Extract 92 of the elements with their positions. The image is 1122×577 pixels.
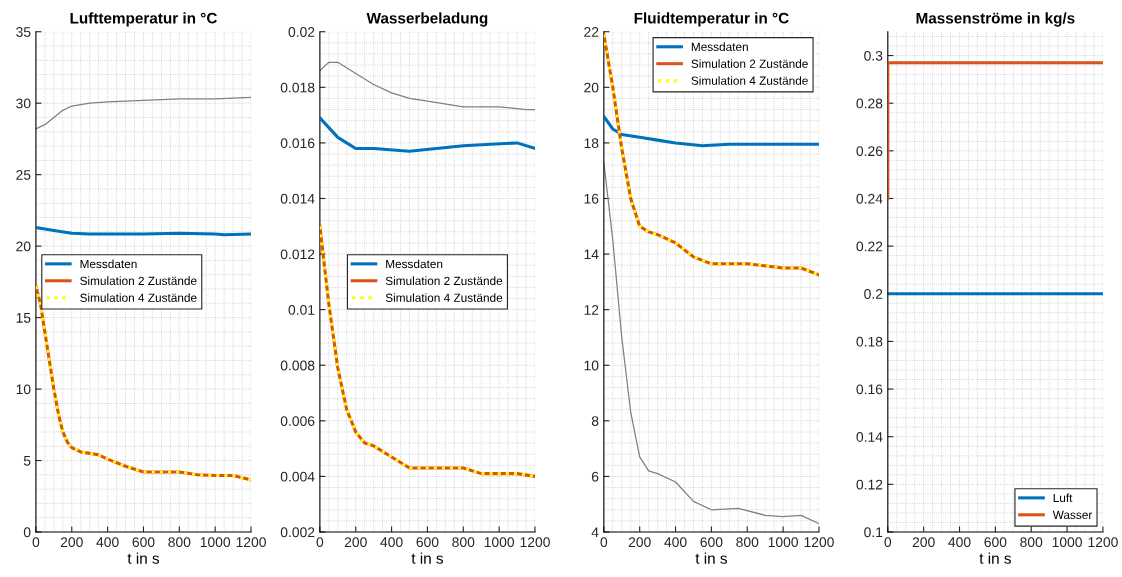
y-tick-label: 0.008	[280, 360, 315, 371]
y-tick-label: 0.16	[856, 384, 883, 395]
legend-label: Simulation 2 Zustände	[385, 276, 503, 286]
legend-label: Simulation 4 Zustände	[80, 293, 197, 302]
line-series	[35, 96, 252, 130]
y-tick-label: 0.016	[280, 138, 315, 149]
x-tick-label: 1200	[520, 537, 550, 548]
x-tick-label: 600	[132, 537, 155, 548]
legend-label: Simulation 2 Zustände	[80, 276, 197, 286]
y-tick-label: 22	[584, 27, 599, 37]
y-tick-label: 20	[584, 82, 599, 93]
y-tick-label: 25	[16, 170, 31, 180]
y-tick-label: 10	[584, 360, 599, 371]
y-tick-label: 0.24	[856, 193, 883, 204]
x-tick-label: 1200	[1088, 537, 1118, 548]
y-tick-label: 0.01	[288, 304, 315, 315]
y-tick-label: 0	[23, 527, 31, 538]
chart-title: Massenströme in kg/s	[916, 12, 1075, 27]
x-tick-label: 200	[344, 537, 367, 548]
line-series	[35, 226, 252, 237]
legend-label: Simulation 4 Zustände	[385, 293, 503, 302]
chart-title: Lufttemperatur in °C	[70, 12, 217, 27]
x-axis-title: t in s	[411, 552, 444, 564]
x-tick-label: 800	[736, 537, 759, 548]
y-tick-label: 0.012	[280, 249, 315, 260]
y-tick-label: 14	[584, 249, 599, 260]
y-tick-label: 15	[16, 313, 31, 323]
x-tick-label: 1200	[804, 537, 834, 548]
x-tick-label: 0	[884, 537, 892, 548]
x-tick-label: 200	[60, 537, 83, 548]
y-tick-label: 4	[591, 527, 599, 538]
x-tick-label: 0	[32, 537, 40, 548]
y-tick-label: 0.26	[856, 146, 883, 157]
x-axis-title: t in s	[127, 552, 160, 564]
x-tick-label: 800	[1020, 537, 1043, 548]
x-axis-title: t in s	[979, 552, 1011, 564]
x-tick-label: 600	[700, 537, 723, 548]
line-series	[319, 61, 535, 111]
legend-label: Luft	[1053, 493, 1073, 503]
y-tick-label: 0.018	[280, 82, 315, 93]
legend-label: Messdaten	[80, 259, 137, 269]
line-series	[319, 116, 535, 153]
x-tick-label: 0	[316, 537, 324, 548]
legend-label: Simulation 2 Zustände	[691, 59, 808, 68]
y-tick-label: 0.3	[864, 50, 883, 61]
y-tick-label: 0.002	[280, 527, 315, 538]
x-tick-label: 800	[452, 537, 475, 548]
x-tick-label: 400	[948, 537, 971, 548]
x-tick-label: 200	[912, 537, 935, 548]
y-tick-label: 0.12	[856, 479, 883, 490]
y-tick-label: 18	[584, 138, 599, 149]
x-tick-label: 400	[96, 537, 119, 548]
y-tick-label: 0.1	[864, 527, 883, 538]
legend-label: Simulation 4 Zustände	[691, 76, 808, 85]
legend-label: Messdaten	[691, 42, 748, 52]
x-tick-label: 1000	[200, 537, 231, 548]
y-tick-label: 8	[591, 416, 599, 426]
x-axis-title: t in s	[695, 552, 727, 564]
y-tick-label: 35	[16, 27, 31, 37]
y-tick-label: 12	[584, 304, 599, 315]
y-tick-label: 0.28	[856, 98, 883, 109]
chart-title: Wasserbeladung	[366, 12, 488, 27]
x-tick-label: 0	[600, 537, 608, 548]
y-tick-label: 0.004	[280, 471, 315, 482]
x-tick-label: 400	[380, 537, 403, 548]
y-tick-label: 0.006	[280, 416, 315, 426]
legend-label: Messdaten	[386, 259, 443, 269]
legend-label: Wasser	[1052, 510, 1093, 520]
x-tick-label: 1200	[236, 537, 266, 548]
y-tick-label: 0.22	[856, 241, 883, 252]
x-tick-label: 400	[664, 537, 687, 548]
y-tick-label: 0.2	[864, 289, 883, 299]
y-tick-label: 0.02	[288, 27, 315, 37]
y-tick-label: 10	[16, 384, 31, 395]
y-tick-label: 0.18	[856, 336, 883, 347]
x-tick-label: 200	[628, 537, 651, 548]
x-tick-label: 1000	[1052, 537, 1082, 548]
y-tick-label: 0.014	[280, 193, 315, 204]
x-tick-label: 600	[984, 537, 1007, 548]
y-tick-label: 30	[16, 98, 31, 109]
x-tick-label: 600	[416, 537, 439, 548]
y-tick-label: 20	[16, 241, 31, 252]
y-tick-label: 6	[591, 471, 599, 482]
line-series	[603, 161, 819, 525]
x-tick-label: 1000	[768, 537, 799, 548]
y-tick-label: 5	[23, 456, 31, 466]
y-tick-label: 16	[584, 193, 599, 204]
y-tick-label: 0.14	[856, 432, 883, 442]
line-series	[603, 114, 819, 148]
chart-title: Fluidtemperatur in °C	[634, 12, 789, 27]
x-tick-label: 1000	[484, 537, 515, 548]
x-tick-label: 800	[168, 537, 191, 548]
